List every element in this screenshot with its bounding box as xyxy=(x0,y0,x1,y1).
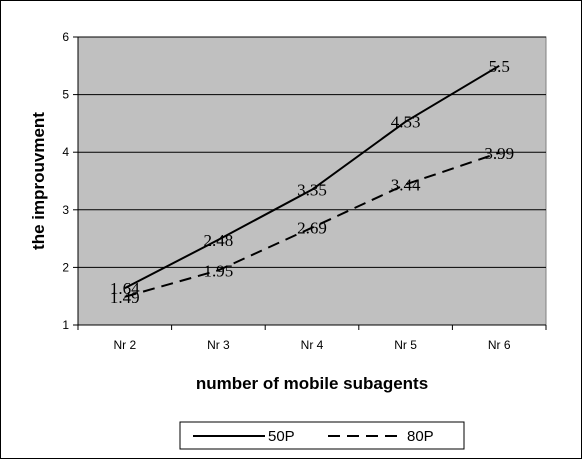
data-label-80p-4: 3.99 xyxy=(484,144,514,163)
data-label-80p-0: 1.49 xyxy=(110,288,140,307)
legend-label-80p: 80P xyxy=(407,428,434,445)
x-tick-label-nr-2: Nr 2 xyxy=(113,338,136,352)
axes: 1 2 3 4 5 6 Nr 2 Nr 3 Nr 4 Nr 5 Nr 6 xyxy=(62,30,547,352)
data-labels: 1.64 2.48 3.35 4.53 5.5 1.49 1.95 2.69 3.44 3.99 xyxy=(110,57,514,307)
y-tick-label-3: 3 xyxy=(62,203,69,217)
x-tick-label-nr-6: Nr 6 xyxy=(488,338,511,352)
x-tick-label-nr-5: Nr 5 xyxy=(394,338,417,352)
y-axis-title: the improuvment xyxy=(29,112,48,250)
x-tick-label-nr-3: Nr 3 xyxy=(207,338,230,352)
data-label-50p-0: 1.64 xyxy=(110,279,140,298)
series-line-80p xyxy=(124,151,500,298)
data-label-80p-3: 3.44 xyxy=(391,175,421,194)
data-label-50p-1: 2.48 xyxy=(204,231,234,250)
x-tick-label-nr-4: Nr 4 xyxy=(301,338,324,352)
data-label-80p-2: 2.69 xyxy=(297,219,327,238)
y-tick-label-2: 2 xyxy=(62,260,69,274)
data-label-50p-2: 3.35 xyxy=(297,181,327,200)
data-label-80p-1: 1.95 xyxy=(204,261,234,280)
x-axis-title: number of mobile subagents xyxy=(196,374,428,393)
y-tick-label-4: 4 xyxy=(62,145,69,159)
series-line-50p xyxy=(124,64,500,290)
data-label-50p-4: 5.5 xyxy=(489,57,510,76)
data-label-50p-3: 4.53 xyxy=(391,113,421,132)
y-tick-label-5: 5 xyxy=(62,88,69,102)
legend-label-50p: 50P xyxy=(268,428,295,445)
series-lines xyxy=(124,64,500,298)
legend: 50P 80P xyxy=(179,421,465,450)
y-tick-label-1: 1 xyxy=(62,318,69,332)
gridlines xyxy=(78,36,546,268)
y-tick-label-6: 6 xyxy=(62,30,69,44)
